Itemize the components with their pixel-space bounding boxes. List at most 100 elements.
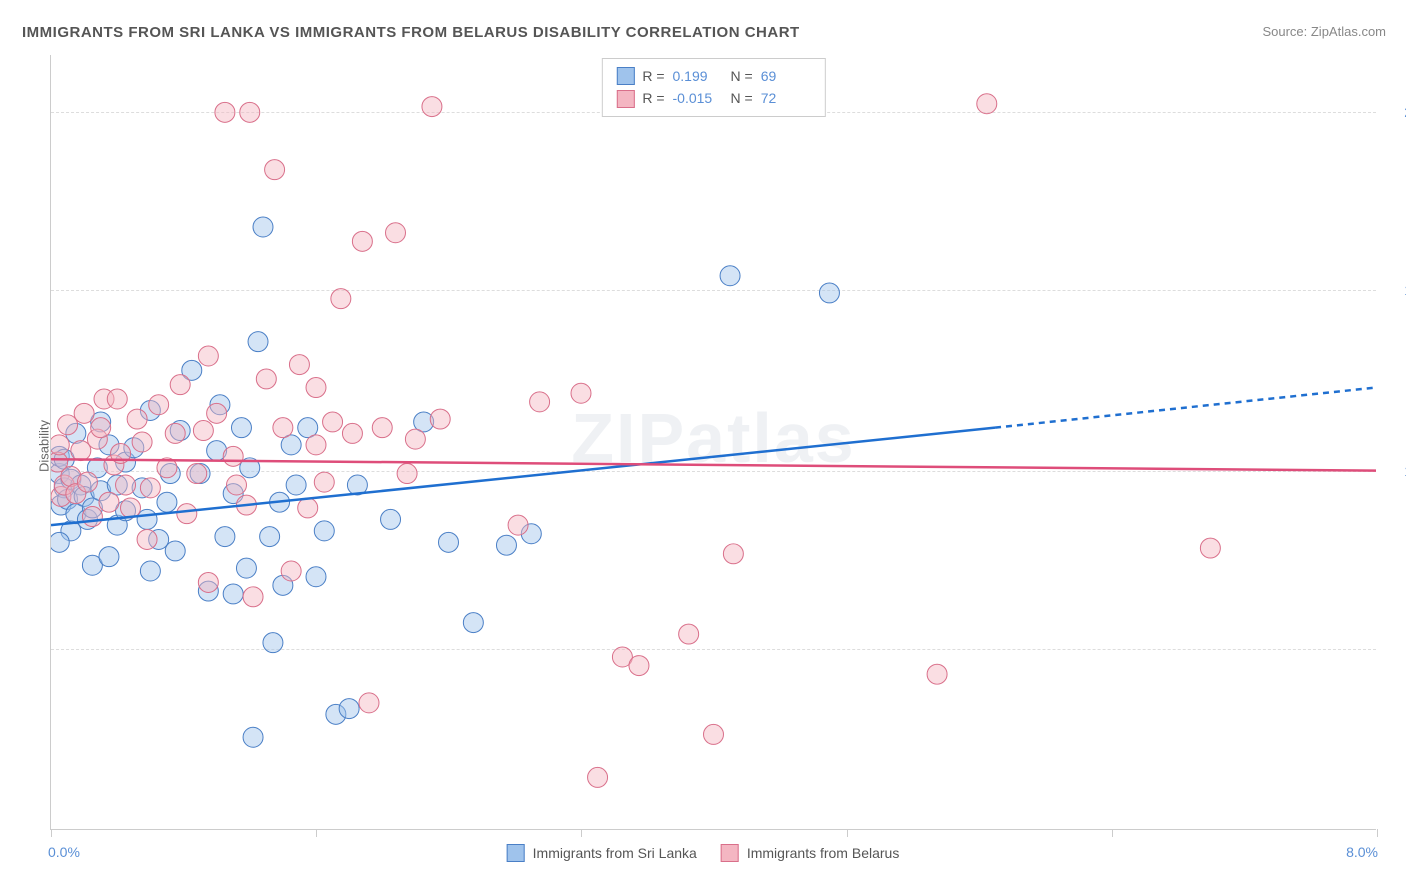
stats-row: R = 0.199 N = 69 [616,65,810,87]
scatter-point [314,472,334,492]
scatter-point [704,724,724,744]
scatter-point [629,656,649,676]
scatter-point [170,375,190,395]
x-tick [316,829,317,837]
scatter-point [927,664,947,684]
stats-n-label: N = [731,65,753,87]
scatter-point [74,403,94,423]
scatter-point [463,613,483,633]
scatter-point [430,409,450,429]
stats-r-value: -0.015 [673,87,723,109]
scatter-point [248,332,268,352]
scatter-point [198,572,218,592]
scatter-point [372,418,392,438]
scatter-point [352,231,372,251]
scatter-point [116,475,136,495]
trend-line-dashed [995,388,1376,428]
scatter-point [1200,538,1220,558]
scatter-point [289,355,309,375]
scatter-point [977,94,997,114]
scatter-point [51,435,69,455]
scatter-point [314,521,334,541]
scatter-point [215,527,235,547]
scatter-point [422,97,442,117]
scatter-point [77,472,97,492]
legend-swatch [616,67,634,85]
scatter-point [331,289,351,309]
scatter-point [265,160,285,180]
stats-row: R = -0.015 N = 72 [616,87,810,109]
scatter-point [231,418,251,438]
scatter-point [405,429,425,449]
scatter-point [508,515,528,535]
scatter-point [253,217,273,237]
scatter-point [339,699,359,719]
chart-container: IMMIGRANTS FROM SRI LANKA VS IMMIGRANTS … [0,0,1406,892]
scatter-point [359,693,379,713]
scatter-point [107,389,127,409]
scatter-point [530,392,550,412]
scatter-point [273,418,293,438]
stats-r-label: R = [642,87,664,109]
y-tick-label: 18.8% [1384,282,1406,298]
x-tick [1377,829,1378,837]
stats-r-value: 0.199 [673,65,723,87]
scatter-point [193,421,213,441]
scatter-point [243,587,263,607]
scatter-point [236,558,256,578]
scatter-point [381,509,401,529]
legend-swatch [507,844,525,862]
chart-title: IMMIGRANTS FROM SRI LANKA VS IMMIGRANTS … [22,24,800,41]
scatter-point [571,383,591,403]
stats-n-label: N = [731,87,753,109]
scatter-point [298,498,318,518]
scatter-point [198,346,218,366]
scatter-point [286,475,306,495]
x-tick [1112,829,1113,837]
scatter-point [149,395,169,415]
scatter-point [306,435,326,455]
legend-label: Immigrants from Belarus [747,845,899,861]
scatter-point [82,507,102,527]
scatter-point [140,561,160,581]
scatter-point [240,102,260,122]
scatter-point [263,633,283,653]
bottom-legend: Immigrants from Sri Lanka Immigrants fro… [507,844,900,862]
y-tick-label: 12.5% [1384,463,1406,479]
scatter-point [306,378,326,398]
scatter-point [496,535,516,555]
stats-n-value: 72 [761,87,811,109]
source-label: Source: ZipAtlas.com [1262,24,1386,39]
x-max-label: 8.0% [1346,844,1378,860]
scatter-point [165,541,185,561]
scatter-point [260,527,280,547]
x-tick [581,829,582,837]
scatter-point [679,624,699,644]
scatter-point [99,547,119,567]
scatter-point [51,532,69,552]
y-tick-label: 6.3% [1384,641,1406,657]
scatter-point [132,432,152,452]
y-tick-label: 25.0% [1384,104,1406,120]
scatter-point [137,529,157,549]
plot-area: ZIPatlas R = 0.199 N = 69 R = -0.015 N =… [50,55,1376,830]
scatter-point [819,283,839,303]
scatter-point [140,478,160,498]
scatter-point [58,415,78,435]
stats-legend-box: R = 0.199 N = 69 R = -0.015 N = 72 [601,58,825,117]
scatter-point [99,492,119,512]
scatter-point [137,509,157,529]
scatter-point [342,423,362,443]
scatter-point [127,409,147,429]
scatter-point [187,464,207,484]
scatter-point [207,403,227,423]
scatter-point [306,567,326,587]
scatter-point [223,446,243,466]
scatter-point [91,418,111,438]
scatter-point [121,498,141,518]
scatter-point [386,223,406,243]
x-min-label: 0.0% [48,844,80,860]
plot-svg [51,55,1376,829]
scatter-point [223,584,243,604]
stats-n-value: 69 [761,65,811,87]
